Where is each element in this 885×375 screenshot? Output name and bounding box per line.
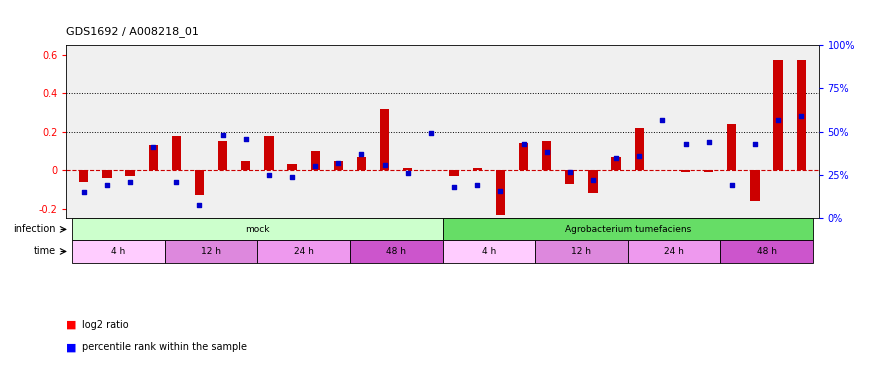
Bar: [357, 157, 366, 170]
Text: 12 h: 12 h: [572, 247, 591, 256]
Text: mock: mock: [245, 225, 270, 234]
Bar: [380, 109, 389, 170]
Bar: [704, 170, 713, 172]
Point: [540, 150, 554, 156]
Point: [679, 141, 693, 147]
Bar: [404, 168, 412, 170]
Bar: [727, 124, 736, 170]
Point: [331, 160, 345, 166]
Point: [470, 182, 484, 188]
Bar: [241, 160, 250, 170]
Text: percentile rank within the sample: percentile rank within the sample: [82, 342, 247, 352]
Point: [586, 177, 600, 183]
Bar: [334, 160, 343, 170]
Point: [100, 182, 114, 188]
Text: log2 ratio: log2 ratio: [82, 320, 129, 330]
Point: [123, 179, 137, 185]
Text: ■: ■: [66, 320, 77, 330]
Bar: [519, 143, 528, 170]
Bar: [442, 218, 812, 240]
Point: [563, 168, 577, 174]
Point: [725, 182, 739, 188]
Point: [77, 189, 91, 195]
Bar: [288, 164, 296, 170]
Bar: [681, 170, 690, 172]
Bar: [149, 145, 158, 170]
Point: [262, 172, 276, 178]
Bar: [258, 240, 350, 262]
Point: [378, 162, 392, 168]
Bar: [612, 157, 620, 170]
Bar: [720, 240, 812, 262]
Text: time: time: [34, 246, 56, 256]
Point: [517, 141, 531, 147]
Bar: [442, 240, 535, 262]
Point: [632, 153, 646, 159]
Bar: [218, 141, 227, 170]
Text: 4 h: 4 h: [481, 247, 496, 256]
Bar: [773, 60, 782, 170]
Bar: [450, 170, 458, 176]
Bar: [535, 240, 627, 262]
Text: 12 h: 12 h: [201, 247, 221, 256]
Bar: [796, 60, 806, 170]
Text: GDS1692 / A008218_01: GDS1692 / A008218_01: [66, 26, 199, 37]
Text: infection: infection: [13, 224, 56, 234]
Text: 24 h: 24 h: [664, 247, 684, 256]
Text: ■: ■: [66, 342, 77, 352]
Bar: [165, 240, 258, 262]
Bar: [627, 240, 720, 262]
Text: 48 h: 48 h: [386, 247, 406, 256]
Point: [493, 188, 507, 194]
Point: [239, 136, 253, 142]
Point: [655, 117, 669, 123]
Point: [794, 113, 808, 119]
Bar: [750, 170, 759, 201]
Bar: [73, 218, 442, 240]
Point: [354, 151, 368, 157]
Point: [401, 170, 415, 176]
Point: [702, 139, 716, 145]
Point: [285, 174, 299, 180]
Bar: [79, 170, 89, 182]
Text: Agrobacterium tumefaciens: Agrobacterium tumefaciens: [565, 225, 691, 234]
Bar: [265, 135, 273, 170]
Bar: [172, 135, 181, 170]
Text: 24 h: 24 h: [294, 247, 313, 256]
Bar: [542, 141, 551, 170]
Point: [308, 164, 322, 170]
Bar: [126, 170, 135, 176]
Bar: [195, 170, 204, 195]
Point: [169, 179, 183, 185]
Point: [192, 201, 206, 207]
Bar: [311, 151, 319, 170]
Bar: [589, 170, 597, 194]
Bar: [496, 170, 505, 214]
Bar: [635, 128, 644, 170]
Point: [447, 184, 461, 190]
Bar: [73, 240, 165, 262]
Text: 48 h: 48 h: [757, 247, 776, 256]
Bar: [566, 170, 574, 184]
Point: [609, 155, 623, 161]
Point: [748, 141, 762, 147]
Text: 4 h: 4 h: [112, 247, 126, 256]
Point: [771, 117, 785, 123]
Point: [216, 132, 230, 138]
Point: [146, 144, 160, 150]
Bar: [103, 170, 112, 178]
Point: [424, 130, 438, 136]
Bar: [350, 240, 442, 262]
Bar: [473, 168, 481, 170]
